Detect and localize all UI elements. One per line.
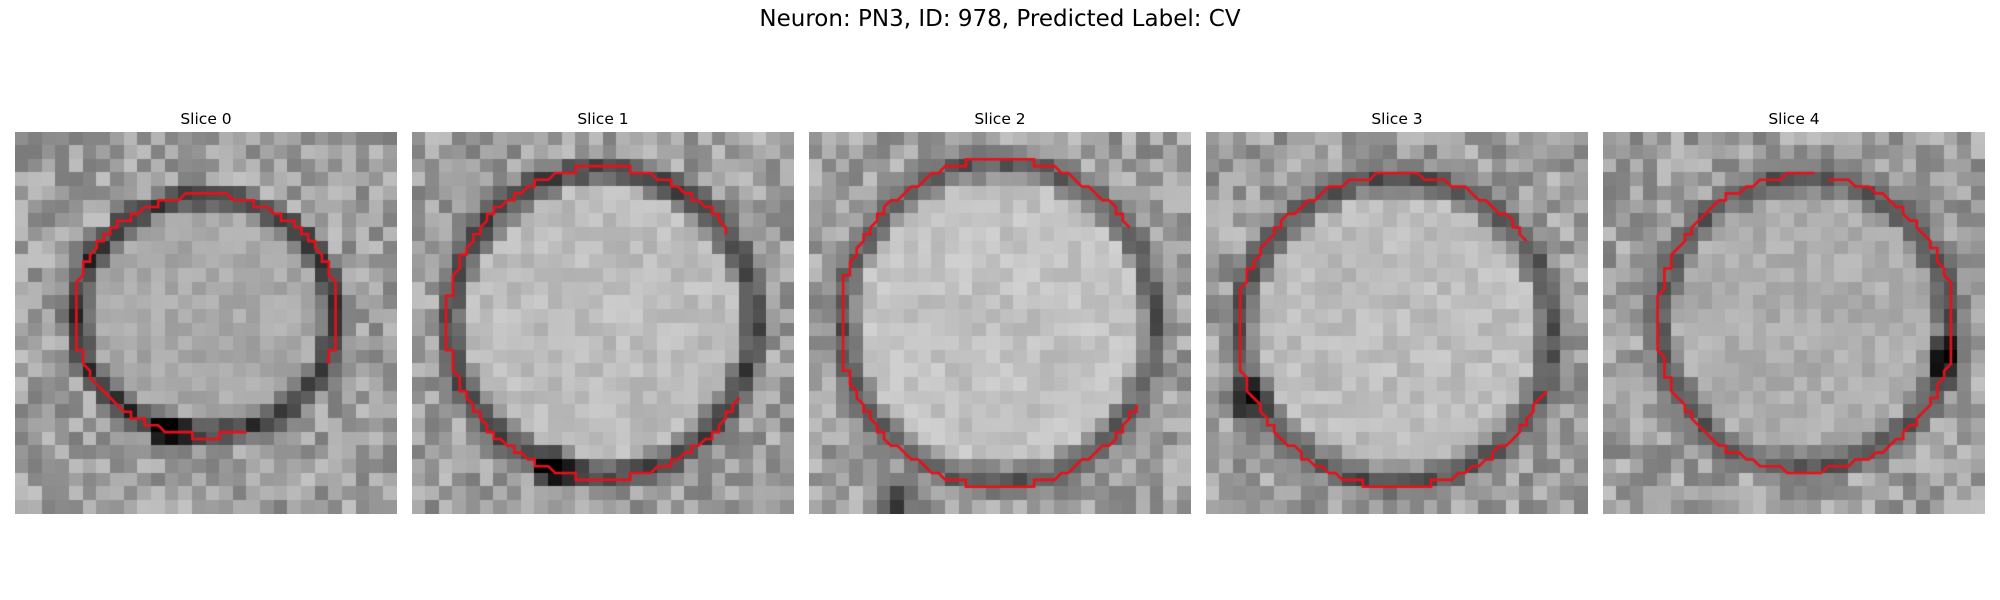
slice-image <box>1206 132 1588 514</box>
slice-title: Slice 0 <box>180 110 232 128</box>
slice-canvas <box>15 132 397 514</box>
slice-panel-1: Slice 1 <box>412 108 794 514</box>
slice-image <box>809 132 1191 514</box>
slice-canvas <box>1206 132 1588 514</box>
figure-title: Neuron: PN3, ID: 978, Predicted Label: C… <box>759 6 1241 32</box>
slice-panel-3: Slice 3 <box>1206 108 1588 514</box>
slice-title: Slice 4 <box>1768 110 1820 128</box>
slice-canvas <box>1603 132 1985 514</box>
slice-title: Slice 2 <box>974 110 1026 128</box>
slice-image <box>15 132 397 514</box>
slice-image <box>1603 132 1985 514</box>
slice-canvas <box>412 132 794 514</box>
slice-image <box>412 132 794 514</box>
slice-canvas <box>809 132 1191 514</box>
slice-panel-4: Slice 4 <box>1603 108 1985 514</box>
slice-title: Slice 3 <box>1371 110 1423 128</box>
slice-title: Slice 1 <box>577 110 629 128</box>
slice-panel-0: Slice 0 <box>15 108 397 514</box>
slice-panel-2: Slice 2 <box>809 108 1191 514</box>
